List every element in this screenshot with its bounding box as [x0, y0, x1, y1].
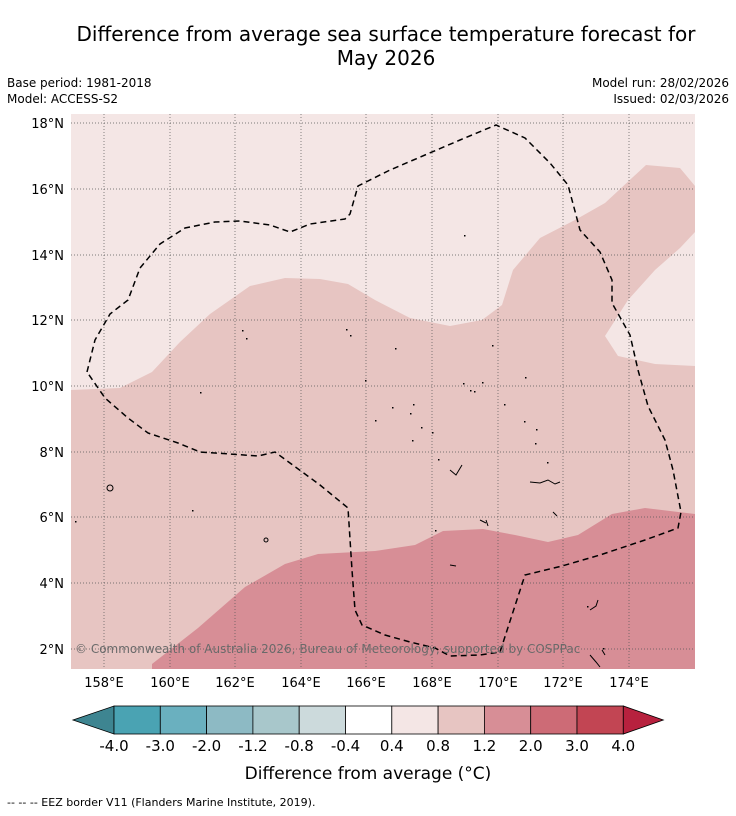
colorbar-ticks: -4.0 -3.0 -2.0 -1.2 -0.8 -0.4 0.4 0.8 1.2 2.0 3.0 4… [99, 737, 635, 755]
lat-label: 12°N [31, 314, 64, 329]
lat-label: 14°N [31, 249, 64, 264]
lat-labels: 18°N 16°N 14°N 12°N 10°N 8°N 6°N 4°N 2°N [31, 117, 64, 658]
meta-left: Base period: 1981-2018 Model: ACCESS-S2 [7, 75, 152, 107]
title-line-1: Difference from average sea surface temp… [76, 22, 696, 46]
colorbar-tick-label: -3.0 [146, 737, 175, 755]
island-majuro [589, 654, 601, 668]
colorbar-bin [391, 705, 439, 735]
zone-1.2-2.0 [152, 508, 695, 669]
lat-label: 16°N [31, 183, 64, 198]
lon-label: 162°E [215, 676, 255, 691]
eez-legend: -- -- -- EEZ border V11 (Flanders Marine… [7, 796, 316, 809]
lon-label: 164°E [281, 676, 321, 691]
lat-label: 2°N [40, 643, 65, 658]
gridlines [71, 114, 695, 669]
colorbar-bin [345, 705, 393, 735]
model-run: Model run: 28/02/2026 [591, 76, 729, 90]
base-period: Base period: 1981-2018 [7, 76, 152, 90]
colorbar-extend-low [71, 705, 115, 735]
lat-label: 10°N [31, 380, 64, 395]
lon-label: 174°E [609, 676, 649, 691]
colorbar-tick-label: -0.4 [331, 737, 360, 755]
colorbar-bin [483, 705, 532, 735]
colorbar-tick-label: -1.2 [238, 737, 267, 755]
island-mili [589, 599, 606, 656]
colorbar-bin [530, 705, 578, 735]
colorbar-tick-label: 4.0 [611, 737, 635, 755]
colorbar-bin [206, 705, 254, 735]
island-arno [529, 479, 561, 485]
colorbar-tick-label: 3.0 [565, 737, 589, 755]
island-kwajalein [479, 519, 489, 527]
lon-label: 168°E [412, 676, 452, 691]
lon-label: 166°E [346, 676, 386, 691]
island-ailinglaplap [552, 511, 558, 517]
colorbar-bin [252, 705, 300, 735]
colorbar-tick-label: -0.8 [285, 737, 314, 755]
colorbar-tick-label: -2.0 [192, 737, 221, 755]
colorbar-tick-label: 0.8 [426, 737, 450, 755]
lat-label: 8°N [40, 446, 65, 461]
lon-label: 160°E [150, 676, 190, 691]
chart-title: Difference from average sea surface temp… [40, 22, 732, 70]
island-kosrae [106, 484, 114, 492]
island-dots [75, 235, 605, 650]
lat-label: 18°N [31, 117, 64, 132]
colorbar-label: Difference from average (°C) [244, 764, 492, 784]
colorbar-bin [298, 705, 346, 735]
island-ujae [449, 564, 457, 567]
title-line-2: May 2026 [336, 46, 436, 70]
lat-label: 4°N [40, 577, 65, 592]
colorbar-bin [113, 705, 161, 735]
colorbar [71, 705, 665, 735]
colorbar-bin [159, 705, 208, 735]
colorbar-tick-label: 1.2 [472, 737, 496, 755]
copyright-text: © Commonwealth of Australia 2026, Bureau… [75, 642, 580, 656]
colorbar-bin [437, 705, 485, 735]
lat-label: 6°N [40, 511, 65, 526]
island-pingelap [263, 537, 269, 543]
colorbar-tick-label: 2.0 [519, 737, 543, 755]
lon-label: 170°E [478, 676, 518, 691]
island-outlines [106, 464, 606, 668]
lon-label: 158°E [84, 676, 124, 691]
colorbar-tick-label: -4.0 [99, 737, 128, 755]
colorbar-tick-label: 0.4 [380, 737, 404, 755]
model-name: Model: ACCESS-S2 [7, 92, 119, 106]
island-jaluit [449, 464, 463, 476]
meta-right: Model run: 28/02/2026 Issued: 02/03/2026 [592, 75, 729, 107]
lon-labels: 158°E 160°E 162°E 164°E 166°E 168°E 170°… [84, 676, 649, 691]
colorbar-bin [576, 705, 624, 735]
lon-label: 172°E [543, 676, 583, 691]
issued-date: Issued: 02/03/2026 [613, 92, 729, 106]
colorbar-extend-high [622, 705, 665, 735]
